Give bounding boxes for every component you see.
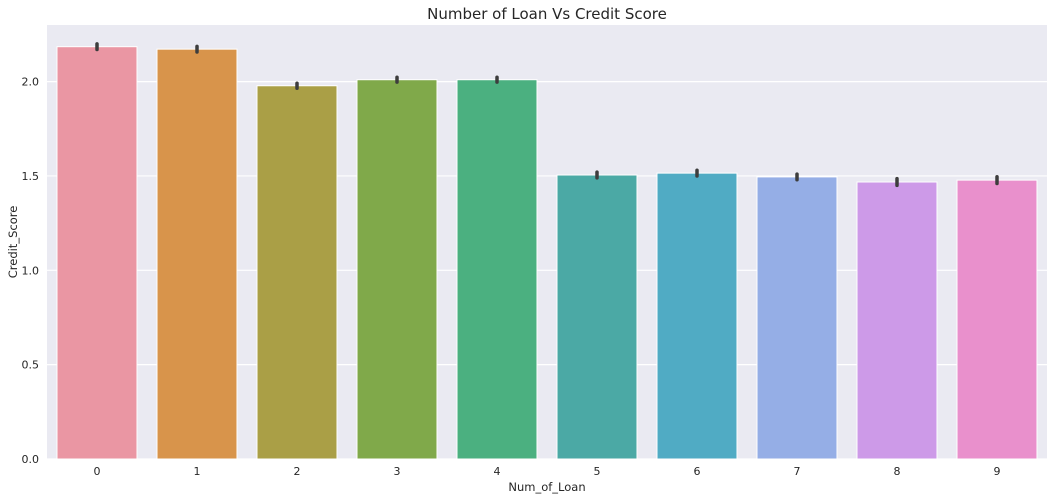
x-tick-label: 8 — [894, 465, 901, 478]
y-tick-label: 1.5 — [22, 170, 40, 183]
x-axis-label: Num_of_Loan — [508, 480, 585, 494]
y-tick-labels: 0.0 0.5 1.0 1.5 2.0 — [22, 76, 40, 466]
y-tick-label: 2.0 — [22, 76, 40, 89]
x-tick-label: 9 — [994, 465, 1001, 478]
chart-title: Number of Loan Vs Credit Score — [427, 5, 667, 23]
bar-7 — [756, 176, 838, 460]
y-axis-label: Credit_Score — [6, 206, 20, 279]
x-tick-label: 5 — [594, 465, 601, 478]
bar-4 — [456, 79, 538, 460]
bar-1 — [156, 48, 238, 460]
x-tick-label: 7 — [794, 465, 801, 478]
error-bars — [95, 42, 999, 188]
x-tick-label: 4 — [494, 465, 501, 478]
y-tick-label: 0.5 — [22, 359, 40, 372]
x-tick-label: 6 — [694, 465, 701, 478]
x-tick-labels: 0 1 2 3 4 5 6 7 8 9 — [94, 465, 1001, 478]
bar-0 — [56, 46, 138, 460]
bar-6 — [656, 172, 738, 460]
bar-2 — [256, 85, 338, 460]
bars — [56, 46, 1038, 460]
bar-3 — [356, 79, 438, 460]
bar-8 — [856, 181, 938, 460]
bar-9 — [956, 179, 1038, 460]
x-tick-label: 1 — [194, 465, 201, 478]
x-tick-label: 2 — [294, 465, 301, 478]
x-tick-label: 0 — [94, 465, 101, 478]
y-tick-label: 0.0 — [22, 453, 40, 466]
x-tick-label: 3 — [394, 465, 401, 478]
bar-5 — [556, 174, 638, 460]
y-tick-label: 1.0 — [22, 264, 40, 277]
